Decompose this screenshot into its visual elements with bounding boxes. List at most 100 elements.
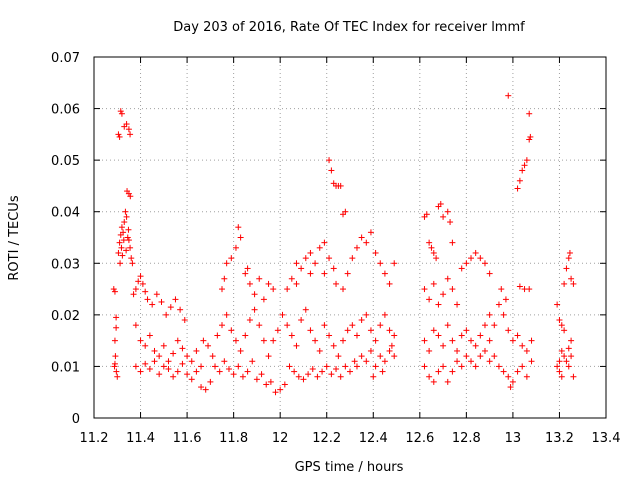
- data-point: [146, 332, 153, 339]
- data-point: [472, 249, 479, 256]
- data-point: [130, 291, 137, 298]
- data-point: [265, 280, 272, 287]
- data-point: [353, 363, 360, 370]
- x-tick-label: 12.2: [312, 431, 341, 446]
- data-point: [123, 247, 130, 254]
- data-point: [214, 332, 221, 339]
- data-point: [177, 306, 184, 313]
- data-point: [505, 327, 512, 334]
- data-point: [526, 110, 533, 117]
- data-point: [307, 249, 314, 256]
- data-point: [386, 347, 393, 354]
- data-point: [491, 353, 498, 360]
- data-point: [125, 190, 132, 197]
- data-point: [253, 376, 260, 383]
- data-point: [135, 278, 142, 285]
- data-point: [302, 255, 309, 262]
- data-point: [570, 280, 577, 287]
- data-point: [156, 353, 163, 360]
- data-point: [174, 337, 181, 344]
- data-point: [381, 270, 388, 277]
- data-point: [458, 265, 465, 272]
- data-point: [437, 200, 444, 207]
- data-point: [554, 301, 561, 308]
- data-point: [298, 317, 305, 324]
- data-point: [568, 337, 575, 344]
- data-point: [561, 280, 568, 287]
- data-point: [144, 296, 151, 303]
- data-point: [528, 358, 535, 365]
- data-point: [423, 211, 430, 218]
- data-point: [344, 327, 351, 334]
- data-point: [344, 270, 351, 277]
- data-point: [342, 208, 349, 215]
- data-point: [358, 353, 365, 360]
- data-point: [129, 260, 136, 267]
- data-point: [430, 280, 437, 287]
- data-point: [519, 167, 526, 174]
- data-point: [498, 286, 505, 293]
- data-point: [110, 286, 117, 293]
- data-point: [270, 286, 277, 293]
- data-point: [505, 92, 512, 99]
- data-point: [242, 270, 249, 277]
- data-point: [111, 360, 118, 367]
- data-point: [260, 337, 267, 344]
- data-point: [340, 337, 347, 344]
- data-point: [444, 322, 451, 329]
- data-point: [232, 244, 239, 251]
- data-point: [526, 136, 533, 143]
- data-point: [463, 327, 470, 334]
- data-point: [481, 260, 488, 267]
- data-point: [209, 353, 216, 360]
- data-point: [426, 347, 433, 354]
- data-point: [358, 317, 365, 324]
- data-point: [565, 363, 572, 370]
- data-point: [326, 332, 333, 339]
- data-point: [120, 229, 127, 236]
- data-point: [558, 322, 565, 329]
- data-point: [328, 371, 335, 378]
- data-point: [449, 337, 456, 344]
- data-point: [328, 167, 335, 174]
- data-point: [565, 255, 572, 262]
- data-point: [246, 280, 253, 287]
- data-point: [284, 322, 291, 329]
- data-point: [377, 260, 384, 267]
- data-point: [242, 332, 249, 339]
- data-point: [139, 280, 146, 287]
- x-axis-label: GPS time / hours: [295, 460, 404, 475]
- data-point: [516, 283, 523, 290]
- data-point: [372, 337, 379, 344]
- data-point: [132, 322, 139, 329]
- data-point: [558, 347, 565, 354]
- data-point: [358, 234, 365, 241]
- data-point: [237, 234, 244, 241]
- data-point: [514, 368, 521, 375]
- data-point: [111, 337, 118, 344]
- data-point: [115, 249, 122, 256]
- data-point: [212, 363, 219, 370]
- data-point: [523, 157, 530, 164]
- data-point: [151, 347, 158, 354]
- data-point: [198, 363, 205, 370]
- data-point: [426, 296, 433, 303]
- data-point: [127, 193, 134, 200]
- data-point: [118, 244, 125, 251]
- data-point: [391, 353, 398, 360]
- data-point: [326, 255, 333, 262]
- data-point: [127, 131, 134, 138]
- data-point: [251, 306, 258, 313]
- data-point: [449, 286, 456, 293]
- y-tick-label: 0.03: [51, 257, 80, 272]
- data-point: [307, 270, 314, 277]
- data-point: [321, 270, 328, 277]
- x-tick-label: 13.4: [592, 431, 621, 446]
- data-point: [127, 244, 134, 251]
- data-point: [561, 353, 568, 360]
- data-point: [200, 337, 207, 344]
- data-point: [132, 363, 139, 370]
- data-point: [272, 389, 279, 396]
- data-point: [184, 371, 191, 378]
- data-point: [486, 337, 493, 344]
